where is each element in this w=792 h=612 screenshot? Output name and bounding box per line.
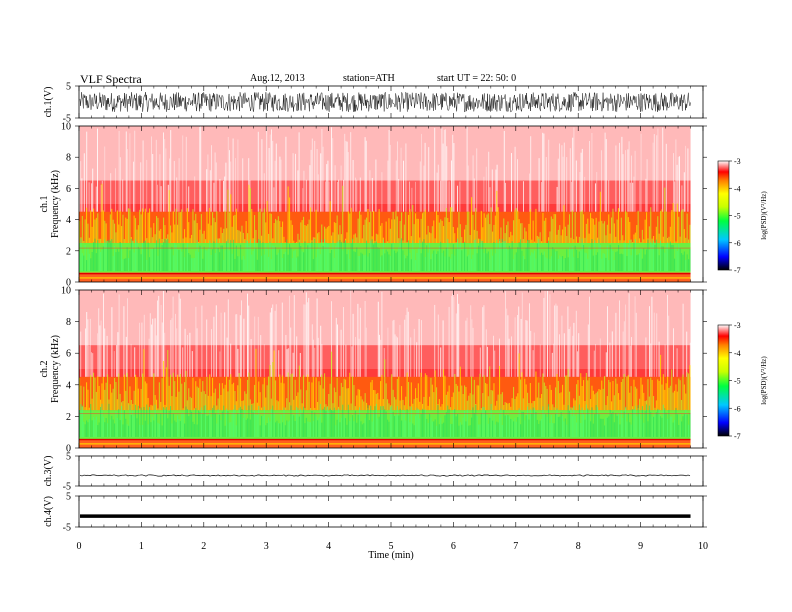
chart-title: VLF Spectra xyxy=(80,72,142,86)
y-tick-label-ch2-spectrogram: 6 xyxy=(66,349,71,360)
y-tick-label-ch1-waveform: 5 xyxy=(66,82,71,93)
x-tick-label-6: 6 xyxy=(451,541,456,552)
x-tick-label-2: 2 xyxy=(201,541,206,552)
colorbar-tick-label-ch1-spectrogram: -7 xyxy=(734,266,741,275)
y-tick-label-ch2-spectrogram: 2 xyxy=(66,412,71,423)
colorbar-tick-label-ch2-spectrogram: -5 xyxy=(734,377,741,386)
y-tick-label-ch1-spectrogram: 6 xyxy=(66,184,71,195)
waveform-trace-ch3-waveform xyxy=(79,474,691,477)
x-tick-label-8: 8 xyxy=(576,541,581,552)
spectrogram-image-ch2-spectrogram xyxy=(79,290,691,448)
date-label: Aug.12, 2013 xyxy=(250,73,305,84)
waveform-trace-ch1-waveform xyxy=(79,91,691,113)
x-tick-label-5: 5 xyxy=(389,541,394,552)
x-tick-label-3: 3 xyxy=(264,541,269,552)
colorbar-tick-label-ch1-spectrogram: -4 xyxy=(734,184,741,193)
y-tick-label-ch3-waveform: 5 xyxy=(66,452,71,463)
x-axis-label: Time (min) xyxy=(368,550,413,561)
y-tick-label-ch1-spectrogram: 4 xyxy=(66,215,71,226)
y-tick-label-ch1-spectrogram: 0 xyxy=(66,278,71,289)
y-tick-label-ch2-spectrogram: 4 xyxy=(66,380,71,391)
y-tick-label-ch1-waveform: -5 xyxy=(63,114,71,125)
band-line-ch1-spectrogram xyxy=(79,272,691,275)
y-tick-label-ch2-spectrogram: 8 xyxy=(66,317,71,328)
x-tick-label-4: 4 xyxy=(326,541,331,552)
colorbar-ch2-spectrogram xyxy=(717,324,730,437)
colorbar-tick-label-ch1-spectrogram: -6 xyxy=(734,239,741,248)
colorbar-tick-label-ch2-spectrogram: -7 xyxy=(734,432,741,441)
x-tick-label-10: 10 xyxy=(698,541,708,552)
y-tick-label-ch2-spectrogram: 10 xyxy=(61,286,71,297)
colorbar-tick-label-ch2-spectrogram: -4 xyxy=(734,349,741,358)
y-axis-label-ch1-waveform: ch.1(V) xyxy=(43,87,54,118)
colorbar-tick-label-ch2-spectrogram: -3 xyxy=(734,321,741,330)
colorbar-label-ch1-spectrogram: log(PSD)(V²/Hz) xyxy=(760,191,768,240)
band-line-ch2-spectrogram xyxy=(79,438,691,441)
y-axis-label-ch4-waveform: ch.4(V) xyxy=(43,496,54,527)
colorbar-tick-label-ch2-spectrogram: -6 xyxy=(734,404,741,413)
station-label: station=ATH xyxy=(343,73,395,84)
x-tick-label-1: 1 xyxy=(139,541,144,552)
y-axis-label-ch1-spectrogram-2: Frequency (kHz) xyxy=(50,170,61,238)
spectrogram-hf-fade-ch1-spectrogram xyxy=(79,126,691,181)
y-tick-label-ch3-waveform: -5 xyxy=(63,482,71,493)
y-axis-label-ch1-spectrogram-1: ch.1 xyxy=(39,196,50,213)
y-tick-label-ch1-spectrogram: 8 xyxy=(66,153,71,164)
start-ut-label: start UT = 22: 50: 0 xyxy=(437,73,517,84)
x-tick-label-0: 0 xyxy=(77,541,82,552)
y-tick-label-ch2-spectrogram: 0 xyxy=(66,444,71,455)
spectrogram-image-ch1-spectrogram xyxy=(79,126,691,282)
colorbar-tick-label-ch1-spectrogram: -5 xyxy=(734,212,741,221)
y-tick-label-ch4-waveform: -5 xyxy=(63,523,71,534)
colorbar-ch1-spectrogram xyxy=(717,160,730,271)
y-axis-label-ch2-spectrogram-2: Frequency (kHz) xyxy=(50,335,61,403)
colorbar-tick-label-ch1-spectrogram: -3 xyxy=(734,157,741,166)
y-axis-label-ch3-waveform: ch.3(V) xyxy=(43,456,54,487)
y-tick-label-ch1-spectrogram: 2 xyxy=(66,246,71,257)
y-tick-label-ch1-spectrogram: 10 xyxy=(61,122,71,133)
y-tick-label-ch4-waveform: 5 xyxy=(66,492,71,503)
y-axis-label-ch2-spectrogram-1: ch.2 xyxy=(39,361,50,378)
colorbar-label-ch2-spectrogram: log(PSD)(V²/Hz) xyxy=(760,356,768,405)
x-tick-label-9: 9 xyxy=(638,541,643,552)
x-tick-label-7: 7 xyxy=(513,541,518,552)
